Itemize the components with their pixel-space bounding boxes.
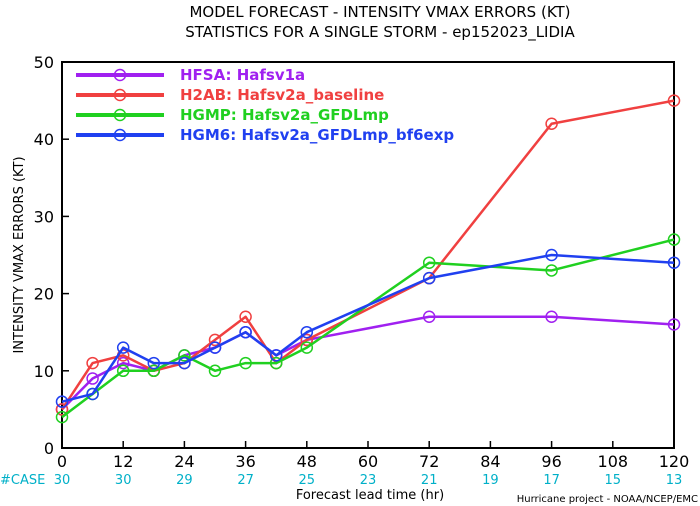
data-point bbox=[208, 333, 222, 347]
data-point bbox=[55, 410, 69, 424]
data-point bbox=[300, 341, 314, 354]
series-line bbox=[61, 253, 675, 403]
data-point bbox=[269, 356, 283, 370]
data-point bbox=[116, 341, 130, 354]
case-count: 25 bbox=[299, 473, 316, 488]
data-point bbox=[178, 356, 191, 370]
x-tick-label: 36 bbox=[235, 452, 255, 471]
data-point bbox=[178, 349, 191, 362]
data-point bbox=[86, 372, 99, 385]
data-point bbox=[208, 341, 222, 354]
data-point bbox=[422, 310, 436, 324]
x-tick-label: 60 bbox=[358, 452, 378, 471]
data-point bbox=[239, 310, 252, 324]
case-label: #CASE bbox=[0, 473, 45, 488]
x-tick-label: 12 bbox=[113, 452, 133, 471]
data-point bbox=[239, 325, 252, 339]
y-tick-label: 40 bbox=[34, 130, 54, 149]
data-point bbox=[667, 256, 681, 269]
y-tick-label: 20 bbox=[34, 285, 54, 304]
case-count: 29 bbox=[176, 473, 193, 488]
legend-label: H2AB: Hafsv2a_baseline bbox=[180, 86, 384, 104]
data-point bbox=[55, 403, 69, 416]
case-count: 13 bbox=[666, 473, 683, 488]
series-0 bbox=[55, 310, 681, 416]
data-point bbox=[667, 318, 681, 331]
credit-text: Hurricane project - NOAA/NCEP/EMC bbox=[517, 494, 698, 505]
axis-ticks: 0 12 24 36 48 60 72 84 96 108 120 0 10 20 30 40 50 bbox=[34, 53, 690, 471]
case-count: 15 bbox=[605, 473, 622, 488]
data-point bbox=[667, 94, 681, 107]
case-count: 30 bbox=[54, 473, 71, 488]
y-tick-label: 30 bbox=[34, 207, 54, 226]
case-count: 27 bbox=[237, 473, 254, 488]
y-tick-label: 50 bbox=[34, 53, 54, 72]
x-axis-label: Forecast lead time (hr) bbox=[296, 488, 444, 503]
case-count: 21 bbox=[421, 473, 438, 488]
x-tick-label: 84 bbox=[480, 452, 500, 471]
data-point bbox=[269, 349, 283, 362]
legend-label: HGM6: Hafsv2a_GFDLmp_bf6exp bbox=[180, 126, 454, 144]
y-tick-label: 10 bbox=[34, 362, 54, 381]
x-tick-label: 24 bbox=[174, 452, 194, 471]
data-point bbox=[545, 264, 558, 277]
x-tick-label: 120 bbox=[659, 452, 690, 471]
legend-swatch-marker bbox=[113, 108, 127, 122]
data-point bbox=[147, 356, 161, 370]
series-3 bbox=[55, 248, 681, 408]
x-tick-label: 108 bbox=[598, 452, 629, 471]
data-point bbox=[116, 364, 130, 378]
data-point bbox=[116, 356, 130, 370]
y-axis-label: INTENSITY VMAX ERRORS (KT) bbox=[12, 156, 27, 353]
x-tick-label: 0 bbox=[57, 452, 67, 471]
case-count: 30 bbox=[115, 473, 132, 488]
legend: HFSA: Hafsv1a H2AB: Hafsv2a_baseline HGMP:… bbox=[76, 66, 454, 144]
data-point bbox=[545, 310, 558, 324]
data-point bbox=[300, 325, 314, 339]
data-point bbox=[208, 364, 222, 378]
legend-swatch-marker bbox=[113, 88, 127, 102]
chart-title-line1: MODEL FORECAST - INTENSITY VMAX ERRORS (… bbox=[189, 3, 570, 21]
x-tick-label: 72 bbox=[419, 452, 439, 471]
case-count: 19 bbox=[482, 473, 499, 488]
series-line bbox=[61, 238, 675, 419]
x-tick-label: 96 bbox=[541, 452, 561, 471]
data-point bbox=[422, 271, 436, 285]
legend-label: HGMP: Hafsv2a_GFDLmp bbox=[180, 106, 389, 124]
data-point bbox=[545, 248, 558, 262]
case-count: 23 bbox=[360, 473, 377, 488]
series-2 bbox=[55, 233, 681, 424]
data-point bbox=[55, 395, 69, 408]
data-point bbox=[86, 356, 99, 370]
legend-swatch-marker bbox=[113, 68, 127, 82]
y-tick-label: 0 bbox=[44, 439, 54, 458]
data-point bbox=[147, 364, 161, 378]
data-point bbox=[239, 356, 252, 370]
data-point bbox=[86, 387, 99, 401]
legend-label: HFSA: Hafsv1a bbox=[180, 66, 305, 84]
legend-swatch-marker bbox=[113, 128, 127, 142]
data-point bbox=[545, 117, 558, 131]
case-count: 17 bbox=[543, 473, 560, 488]
data-point bbox=[422, 256, 436, 269]
x-tick-label: 48 bbox=[297, 452, 317, 471]
data-point bbox=[667, 233, 681, 246]
data-point bbox=[300, 333, 314, 347]
series-lines bbox=[55, 94, 681, 424]
case-counts: 30 30 29 27 25 23 21 19 17 15 13 bbox=[54, 473, 683, 488]
chart-title-line2: STATISTICS FOR A SINGLE STORM - ep152023… bbox=[185, 23, 575, 42]
